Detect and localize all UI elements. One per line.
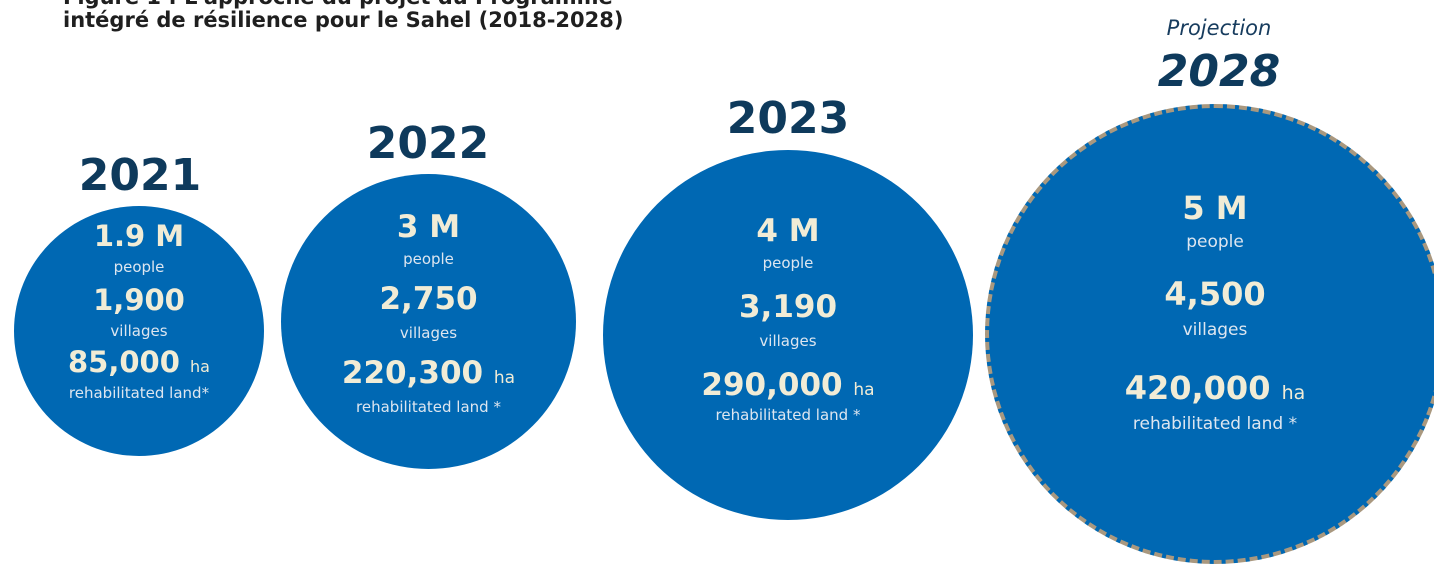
land-number: 420,000 <box>1124 369 1271 407</box>
year-2022: 2022 <box>366 118 490 169</box>
figure-title-line-2: intégré de résilience pour le Sahel (201… <box>63 8 624 32</box>
people-label: people <box>113 258 165 276</box>
land-label: rehabilitated land * <box>1132 414 1298 434</box>
people-value: 4 M <box>756 213 820 249</box>
circle-2023: 4 M people 3,190 villages 290,000 ha reh… <box>603 150 973 520</box>
projection-label: Projection <box>1166 16 1272 40</box>
villages-value: 2,750 <box>379 281 478 317</box>
villages-label: villages <box>399 324 458 342</box>
land-value: 420,000 ha <box>989 372 1434 404</box>
circle-2022: 3 M people 2,750 villages 220,300 ha reh… <box>281 174 576 469</box>
land-value: 290,000 ha <box>603 370 973 401</box>
people-value: 5 M <box>1182 189 1248 227</box>
people-label: people <box>1186 232 1244 252</box>
land-label: rehabilitated land * <box>715 406 861 424</box>
figure-title-line-1: Figure 1 : L'approche du projet du Progr… <box>63 0 613 9</box>
people-value: 1.9 M <box>93 219 185 253</box>
land-unit: ha <box>190 357 210 376</box>
land-value: 220,300 ha <box>281 358 576 389</box>
circle-2028-projection: 5 M people 4,500 villages 420,000 ha reh… <box>985 104 1434 564</box>
land-number: 220,300 <box>341 355 484 391</box>
land-unit: ha <box>1281 382 1306 404</box>
villages-value: 3,190 <box>738 289 838 325</box>
people-label: people <box>762 254 814 272</box>
land-value: 85,000 ha <box>14 348 264 377</box>
villages-value: 1,900 <box>93 283 185 317</box>
year-2028: 2028 <box>1157 46 1281 97</box>
land-number: 290,000 <box>701 367 843 403</box>
land-unit: ha <box>493 368 516 388</box>
villages-label: villages <box>110 322 168 340</box>
land-unit: ha <box>853 380 875 400</box>
villages-value: 4,500 <box>1164 275 1266 313</box>
villages-label: villages <box>759 332 817 350</box>
people-label: people <box>403 250 454 268</box>
land-label: rehabilitated land* <box>68 384 210 402</box>
year-2021: 2021 <box>78 150 202 201</box>
land-number: 85,000 <box>68 345 180 379</box>
year-2023: 2023 <box>726 93 850 144</box>
circle-2021: 1.9 M people 1,900 villages 85,000 ha re… <box>14 206 264 456</box>
villages-label: villages <box>1182 320 1248 340</box>
land-label: rehabilitated land * <box>356 398 501 416</box>
people-value: 3 M <box>396 209 461 245</box>
